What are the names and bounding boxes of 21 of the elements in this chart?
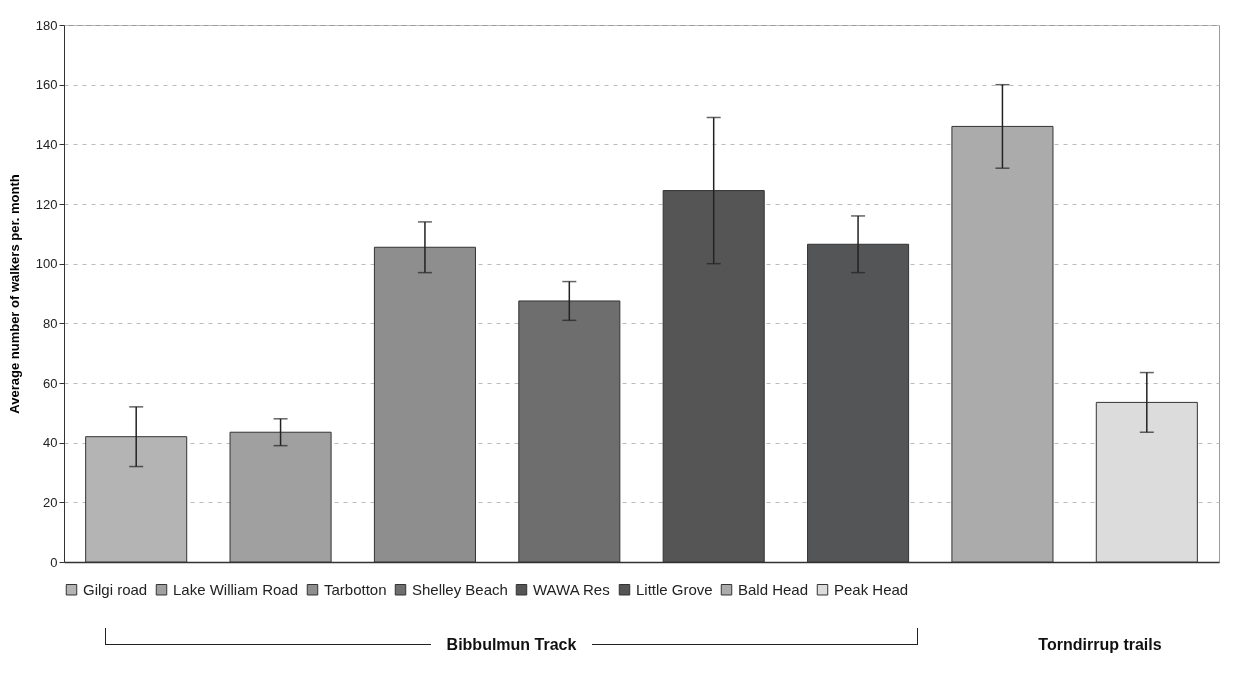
y-tick-label: 100 [35, 256, 58, 272]
y-tick-label: 120 [35, 196, 58, 212]
text: Bibbulmun Track [430, 636, 593, 653]
y-tick-label: 180 [35, 17, 58, 33]
legend-label: Lake William Road [173, 580, 299, 598]
legend-label: WAWA Res [533, 580, 610, 598]
y-tick-label: 20 [43, 494, 58, 510]
y-tick-label: 60 [43, 375, 58, 391]
legend-label: Gilgi road [83, 580, 148, 598]
y-axis-title: Average number of walkers per. month [6, 174, 22, 414]
y-tick-label: 0 [50, 554, 58, 570]
legend-label: Tarbotton [324, 580, 387, 598]
y-tick-label: 40 [43, 435, 58, 451]
legend-label: Shelley Beach [412, 580, 508, 598]
legend-label: Bald Head [738, 580, 809, 598]
y-tick-label: 160 [35, 77, 58, 93]
legend-label: Peak Head [834, 580, 909, 598]
text: Torndirrup trails [1022, 636, 1178, 653]
y-tick-label: 80 [43, 315, 58, 331]
legend-label: Little Grove [636, 580, 713, 598]
y-tick-label: 140 [35, 136, 58, 152]
